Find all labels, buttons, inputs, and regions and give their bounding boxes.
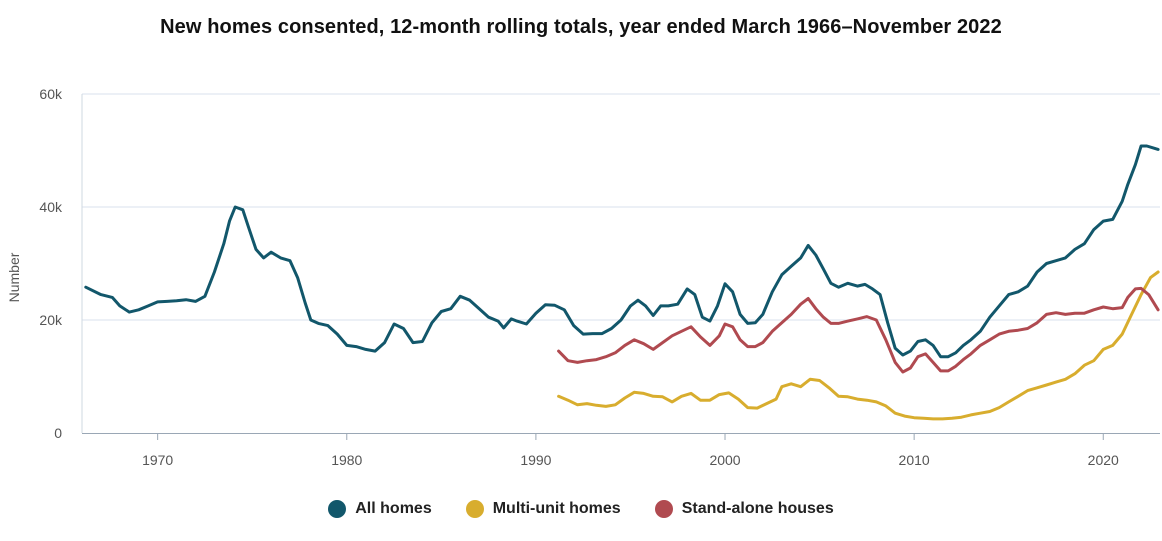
y-tick-label: 0: [54, 425, 62, 441]
legend-label-multi-unit-homes: Multi-unit homes: [492, 500, 621, 517]
legend-label-stand-alone-houses: Stand-alone houses: [681, 500, 834, 517]
series-line-stand-alone-houses: [557, 286, 1160, 374]
legend-label-all-homes: All homes: [355, 500, 432, 517]
legend: All homes Multi-unit homes Stand-alone h…: [0, 500, 1162, 518]
x-tick-label: 2010: [899, 452, 930, 468]
x-tick-label: 2020: [1088, 452, 1119, 468]
series-lines: [84, 144, 1160, 421]
x-tick-label: 2000: [709, 452, 740, 468]
y-tick-label: 20k: [39, 312, 63, 328]
y-axis-label: Number: [6, 252, 22, 302]
chart-title: New homes consented, 12-month rolling to…: [160, 16, 1002, 38]
axes: 0 20k 40k 60k 1970 1980 1990 2000 2010 2020: [39, 86, 1160, 468]
legend-marker-stand-alone-houses: [654, 500, 673, 518]
legend-marker-all-homes: [328, 500, 347, 518]
y-tick-label: 60k: [39, 86, 63, 102]
x-tick-label: 1970: [142, 452, 173, 468]
x-tick-label: 1980: [331, 452, 362, 468]
series-line-multi-unit-homes: [557, 270, 1160, 421]
legend-item-all-homes[interactable]: All homes: [328, 500, 432, 518]
legend-marker-multi-unit-homes: [465, 500, 484, 518]
series-line-all-homes: [84, 144, 1160, 359]
legend-item-stand-alone-houses[interactable]: Stand-alone houses: [654, 500, 834, 518]
x-tick-label: 1990: [520, 452, 551, 468]
y-tick-label: 40k: [39, 199, 63, 215]
legend-item-multi-unit-homes[interactable]: Multi-unit homes: [465, 500, 621, 518]
grid: [82, 93, 1160, 321]
